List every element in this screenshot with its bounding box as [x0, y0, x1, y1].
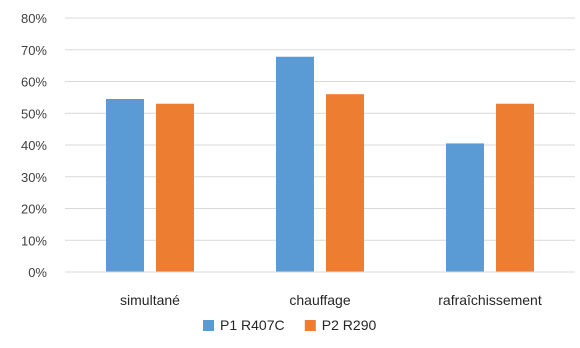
bar-2-2: [326, 94, 364, 272]
bar-1-2: [276, 56, 314, 272]
y-tick-label: 40%: [21, 138, 47, 153]
legend-swatch-1: [203, 320, 214, 331]
gridlines: [65, 17, 575, 241]
bars: [106, 56, 534, 273]
y-tick-label: 60%: [21, 75, 47, 90]
legend-label-2: P2 R290: [322, 317, 377, 333]
y-tick-label: 10%: [21, 233, 47, 248]
y-axis-tick-labels: 0% 10% 20% 30% 40% 50% 60% 70% 80%: [21, 11, 47, 280]
bar-1-1: [106, 98, 144, 273]
bar-1-3: [446, 143, 484, 272]
bar-2-3: [496, 103, 534, 272]
legend: P1 R407C P2 R290: [203, 317, 376, 333]
x-category-label: simultané: [120, 292, 180, 308]
x-category-label: rafraîchissement: [438, 292, 542, 308]
y-tick-label: 0%: [28, 265, 47, 280]
y-tick-label: 20%: [21, 202, 47, 217]
y-tick-label: 80%: [21, 11, 47, 26]
bar-2-1: [156, 103, 194, 272]
y-tick-label: 70%: [21, 43, 47, 58]
y-tick-label: 30%: [21, 170, 47, 185]
legend-label-1: P1 R407C: [220, 317, 285, 333]
x-axis-category-labels: simultané chauffage rafraîchissement: [120, 292, 542, 308]
legend-swatch-2: [304, 320, 316, 331]
x-category-label: chauffage: [289, 292, 350, 308]
y-tick-label: 50%: [21, 106, 47, 121]
